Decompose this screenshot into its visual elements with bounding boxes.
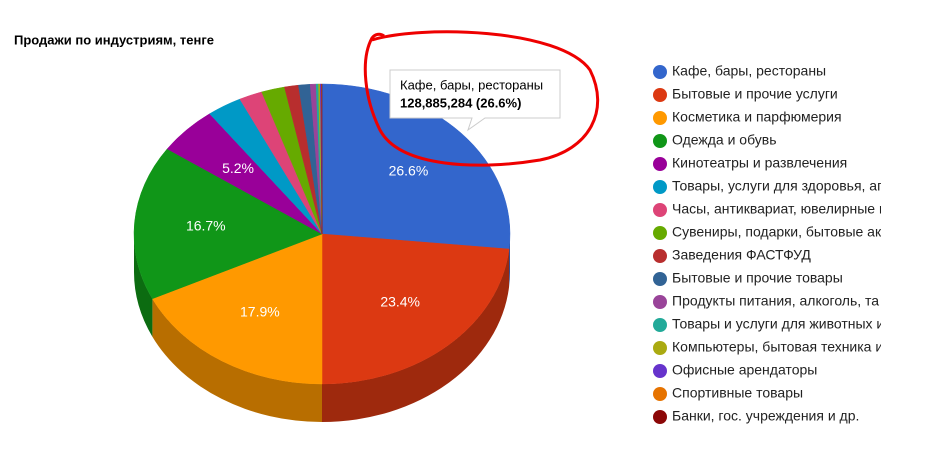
chart-title: Продажи по индустриям, тенге	[14, 32, 214, 47]
legend-label: Кафе, бары, рестораны	[672, 63, 826, 79]
slice	[321, 83, 511, 250]
slice-label: 5.2%	[222, 160, 254, 176]
legend-label: Часы, антиквариат, ювелирные и	[672, 201, 887, 217]
legend-label: Офисные арендаторы	[672, 362, 817, 378]
legend-marker	[653, 180, 667, 194]
tooltip-box	[389, 69, 561, 132]
legend-label: Бытовые и прочие услуги	[672, 86, 838, 102]
legend-marker	[653, 111, 667, 125]
legend-marker	[653, 134, 667, 148]
legend-label: Заведения ФАСТФУД	[672, 247, 811, 263]
legend-label: Одежда и обувь	[672, 132, 777, 148]
legend-marker	[653, 387, 667, 401]
slice	[133, 148, 323, 300]
legend-label: Спортивные товары	[672, 385, 803, 401]
legend-label: Товары и услуги для животных и	[672, 316, 884, 332]
slice	[321, 233, 510, 385]
legend-marker	[653, 341, 667, 355]
slice	[152, 233, 323, 385]
slice-label: 26.6%	[389, 162, 429, 178]
legend-marker	[653, 295, 667, 309]
tooltip-title: Кафе, бары, рестораны	[400, 77, 543, 92]
legend-marker	[653, 410, 667, 424]
legend: Кафе, бары, рестораны Бытовые и прочие ус…	[653, 63, 887, 424]
slice-label: 23.4%	[380, 294, 420, 310]
legend-marker	[653, 157, 667, 171]
slice-side	[322, 249, 510, 422]
legend-marker	[653, 249, 667, 263]
legend-marker	[653, 226, 667, 240]
slice-label: 17.9%	[240, 303, 280, 319]
tooltip: Кафе, бары, рестораны 128,885,284 (26.6%…	[389, 69, 561, 132]
legend-marker	[653, 88, 667, 102]
legend-marker	[653, 318, 667, 332]
legend-marker	[653, 65, 667, 79]
legend-marker	[653, 272, 667, 286]
slice-side	[152, 298, 322, 422]
legend-marker	[653, 364, 667, 378]
legend-label: Бытовые и прочие товары	[672, 270, 843, 286]
slice-side	[134, 234, 153, 337]
annotation-circle	[363, 30, 600, 167]
legend-label: Косметика и парфюмерия	[672, 109, 842, 125]
legend-label: Товары, услуги для здоровья, аг	[672, 178, 882, 194]
legend-label: Банки, гос. учреждения и др.	[672, 408, 859, 424]
legend-label: Сувениры, подарки, бытовые ак	[672, 224, 882, 240]
pie: 26.6% 23.4% 17.9% 16.7% 5.2%	[133, 83, 511, 422]
legend-marker	[653, 203, 667, 217]
tooltip-value: 128,885,284 (26.6%)	[400, 95, 521, 110]
legend-label: Кинотеатры и развлечения	[672, 155, 847, 171]
legend-label: Продукты питания, алкоголь, та	[672, 293, 879, 309]
legend-label: Компьютеры, бытовая техника и	[672, 339, 883, 355]
slice-label: 16.7%	[186, 217, 226, 233]
